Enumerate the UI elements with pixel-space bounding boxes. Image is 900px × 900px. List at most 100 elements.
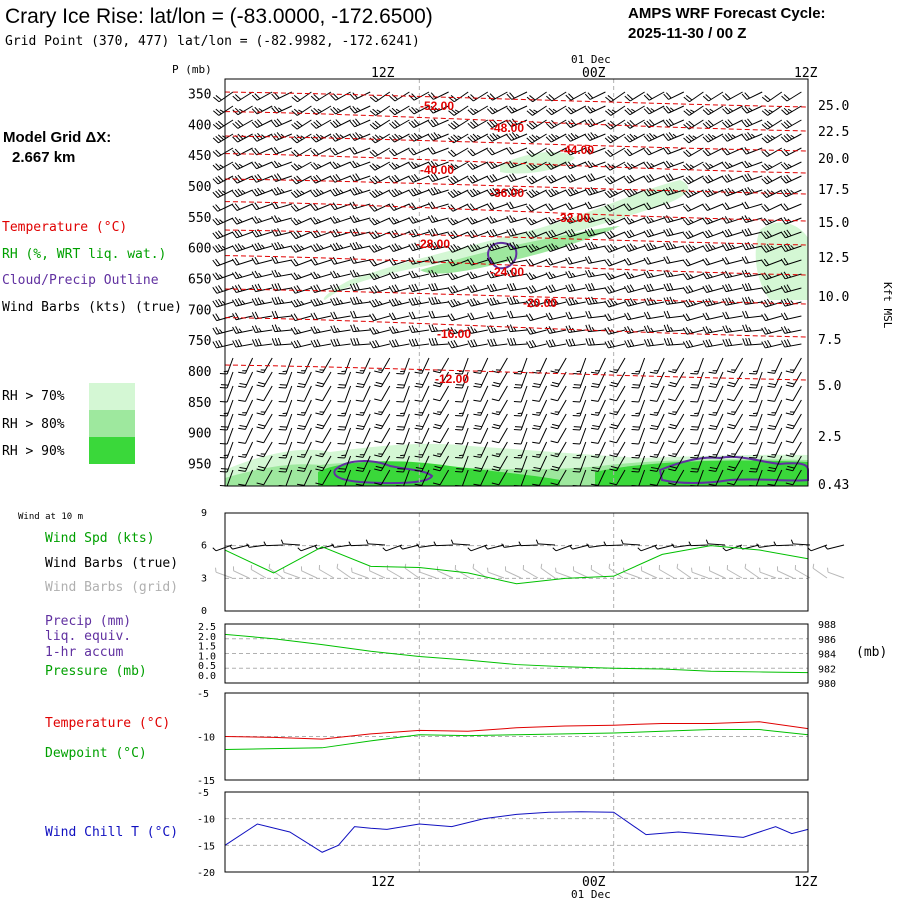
barb-full-flag <box>428 256 433 264</box>
barb-full-flag <box>473 469 481 472</box>
barb-full-flag <box>785 482 794 486</box>
barb-half-flag <box>356 107 361 112</box>
wind-barb <box>467 339 488 348</box>
barb-half-flag <box>458 412 464 415</box>
barb-full-flag <box>682 246 689 253</box>
barb-full-flag <box>313 148 319 155</box>
barb-full-flag <box>587 160 593 168</box>
barb-full-flag <box>526 191 532 198</box>
barb-staff <box>520 385 528 403</box>
barb-full-flag <box>467 299 472 307</box>
barb-full-flag <box>588 324 592 332</box>
wind-barb <box>396 357 410 375</box>
barb-full-flag <box>565 230 570 238</box>
barb-full-flag <box>724 229 730 237</box>
wind-barb-true <box>654 544 675 550</box>
barb-full-flag <box>744 174 750 181</box>
barb-staff <box>774 385 783 402</box>
barb-full-flag <box>296 455 305 458</box>
barb-full-flag <box>551 284 557 292</box>
barb-full-flag <box>411 106 417 113</box>
wind-speed-tick: 0 <box>201 606 207 617</box>
barb-full-flag <box>296 189 302 196</box>
barb-half-flag <box>457 245 462 250</box>
wind-barb <box>271 228 292 237</box>
wind-barb <box>609 469 626 486</box>
barb-full-flag <box>313 121 320 128</box>
barb-staff <box>480 385 489 402</box>
wind-barb <box>447 298 469 308</box>
barb-full-flag <box>623 258 629 266</box>
barb-full-flag <box>669 423 677 427</box>
barb-full-flag <box>389 340 394 348</box>
wind-barb <box>329 161 351 170</box>
barb-half-flag <box>787 163 792 168</box>
barb-full-flag <box>763 258 770 266</box>
wind-barb <box>624 161 645 170</box>
barb-staff <box>285 427 293 445</box>
barb-full-flag <box>643 149 650 156</box>
barb-full-flag <box>565 149 571 156</box>
barb-full-flag <box>470 271 475 279</box>
barb-full-flag <box>702 177 708 184</box>
barb-half-flag <box>297 274 302 279</box>
wind-barb <box>212 175 234 185</box>
barb-full-flag <box>783 244 789 251</box>
wind-barb <box>761 327 782 335</box>
barb-full-flag <box>335 132 342 140</box>
barb-full-flag <box>491 482 500 486</box>
barb-full-flag <box>649 228 655 236</box>
barb-full-flag <box>352 119 358 126</box>
wind-barb <box>315 357 332 374</box>
barb-full-flag <box>273 119 280 126</box>
wind-barb <box>721 242 743 252</box>
barb-full-flag <box>682 341 688 349</box>
barb-full-flag <box>408 176 414 183</box>
wind-barb <box>432 441 450 458</box>
barb-half-flag <box>709 218 714 223</box>
barb-full-flag <box>651 383 659 386</box>
barb-full-flag <box>685 108 693 115</box>
barb-full-flag <box>545 136 552 143</box>
wind-barb <box>355 441 371 458</box>
wind-barb <box>550 455 567 472</box>
barb-staff <box>676 567 692 579</box>
barb-half-flag <box>692 135 697 139</box>
wind-barb <box>232 161 253 170</box>
barb-full-flag <box>707 229 714 237</box>
barb-half-flag <box>535 245 540 250</box>
rh70-region-midlevel <box>323 180 689 300</box>
wind-barb <box>565 297 586 306</box>
barb-full-flag <box>573 384 582 386</box>
wind-barb <box>526 161 547 171</box>
barb-full-flag <box>448 96 455 103</box>
barb-half-flag <box>728 272 733 277</box>
wind-barb <box>447 161 469 171</box>
barb-half-flag <box>759 567 761 573</box>
wind-barb <box>349 296 371 305</box>
barb-full-flag <box>278 414 287 417</box>
wind-barb <box>781 105 802 116</box>
barb-full-flag <box>448 110 455 116</box>
wind-barb-grid <box>368 566 386 579</box>
legend-temperature: Temperature (°C) <box>2 220 127 235</box>
wind-barb <box>649 455 665 472</box>
wind-barb <box>726 441 744 458</box>
barb-full-flag <box>293 135 300 142</box>
barb-full-flag <box>296 483 305 486</box>
wind-barb <box>369 339 390 349</box>
barb-full-flag <box>310 285 316 293</box>
barb-full-flag <box>631 428 639 431</box>
barb-full-flag <box>785 440 794 444</box>
barb-full-flag <box>453 134 460 141</box>
barb-staff <box>455 569 471 579</box>
barb-full-flag <box>764 299 769 307</box>
wind-barb <box>643 257 665 265</box>
barb-half-flag <box>689 164 695 168</box>
barb-staff <box>827 544 845 550</box>
wind-barb <box>631 441 646 459</box>
barb-half-flag <box>467 547 472 552</box>
barb-full-flag <box>511 132 518 139</box>
barb-half-flag <box>400 454 405 457</box>
wind-barb <box>767 441 783 458</box>
